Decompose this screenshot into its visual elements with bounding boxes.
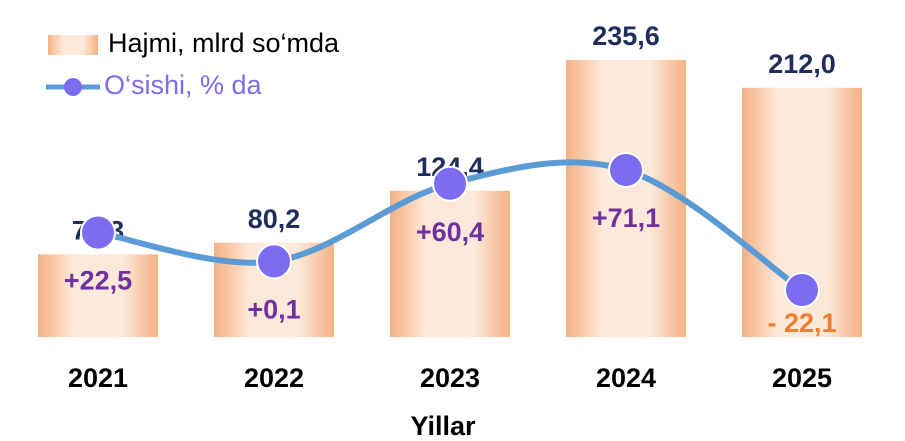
x-tick-label: 2021 [68, 363, 128, 393]
growth-value-label: +71,1 [592, 203, 660, 233]
legend-swatch-bar [48, 35, 98, 55]
x-tick-label: 2025 [772, 363, 832, 393]
bar [390, 190, 510, 337]
legend-label: O‘sishi, % da [104, 70, 263, 100]
legend-swatch-marker [64, 78, 82, 96]
growth-value-label: +60,4 [416, 217, 484, 247]
growth-marker [432, 165, 468, 202]
bar-value-label: 235,6 [592, 21, 660, 51]
growth-marker [608, 152, 644, 188]
growth-value-label: - 22,1 [767, 308, 836, 338]
bar-value-label: 212,0 [768, 49, 836, 79]
growth-marker [80, 214, 116, 251]
bar [566, 60, 686, 337]
bar-value-label: 80,2 [248, 204, 301, 234]
growth-marker [784, 272, 820, 308]
x-tick-label: 2023 [420, 363, 480, 393]
x-tick-label: 2022 [244, 363, 304, 393]
legend-label: Hajmi, mlrd so‘mda [108, 28, 340, 58]
growth-value-label: +0,1 [247, 295, 300, 325]
growth-marker [256, 243, 292, 280]
growth-value-label: +22,5 [64, 266, 132, 296]
x-axis-label: Yillar [410, 411, 476, 441]
bar [38, 254, 158, 337]
x-tick-label: 2024 [596, 363, 656, 393]
